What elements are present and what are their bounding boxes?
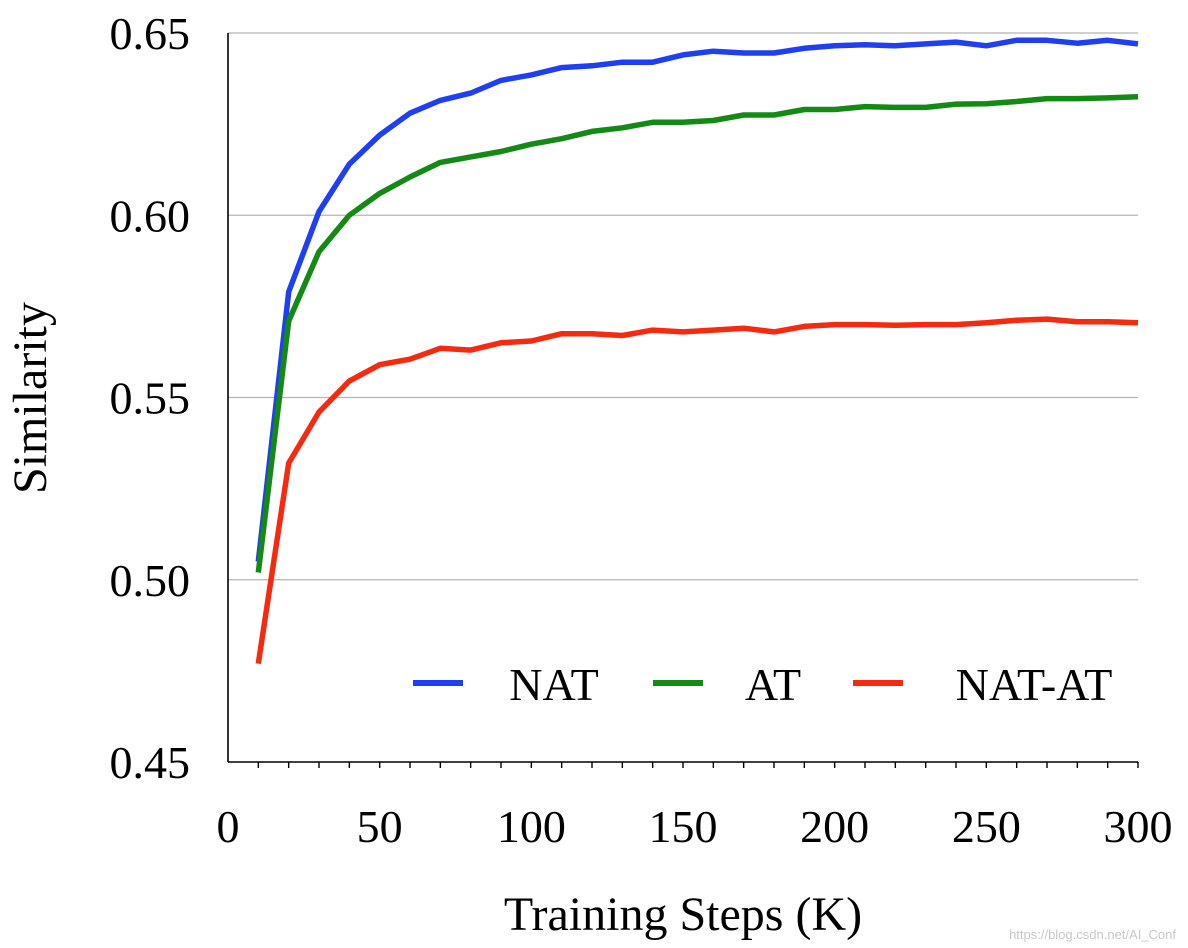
y-tick-label: 0.55 (110, 373, 191, 424)
axes (227, 33, 1139, 768)
series-line-nat-at (255, 316, 1139, 665)
x-axis-title: Training Steps (K) (504, 888, 862, 941)
x-tick-label: 100 (497, 801, 566, 852)
x-tick-label: 250 (952, 801, 1021, 852)
legend-label-nat: NAT (509, 659, 598, 710)
y-axis-title: Similarity (4, 302, 57, 494)
x-tick-label: 150 (649, 801, 718, 852)
legend-label-nat-at: NAT-AT (956, 659, 1113, 710)
y-tick-label: 0.45 (110, 737, 191, 788)
x-tick-label: 0 (217, 801, 240, 852)
x-tick-label: 50 (357, 801, 403, 852)
legend: NAT AT NAT-AT (413, 659, 1112, 710)
y-tick-label: 0.65 (110, 8, 191, 59)
legend-label-at: AT (745, 659, 801, 710)
x-tick-label: 200 (800, 801, 869, 852)
axis-labels: 0.45 0.50 0.55 0.60 0.65 0 50 100 150 200 250 300 Tr… (4, 8, 1173, 941)
grid-lines (228, 32, 1138, 581)
x-tick-label: 300 (1104, 801, 1173, 852)
series-line-nat (255, 37, 1139, 562)
series-lines (255, 37, 1139, 665)
y-tick-label: 0.60 (110, 190, 191, 241)
watermark-text: https://blog.csdn.net/AI_Conf (1009, 927, 1176, 942)
y-tick-label: 0.50 (110, 555, 191, 606)
series-line-at (255, 94, 1139, 573)
